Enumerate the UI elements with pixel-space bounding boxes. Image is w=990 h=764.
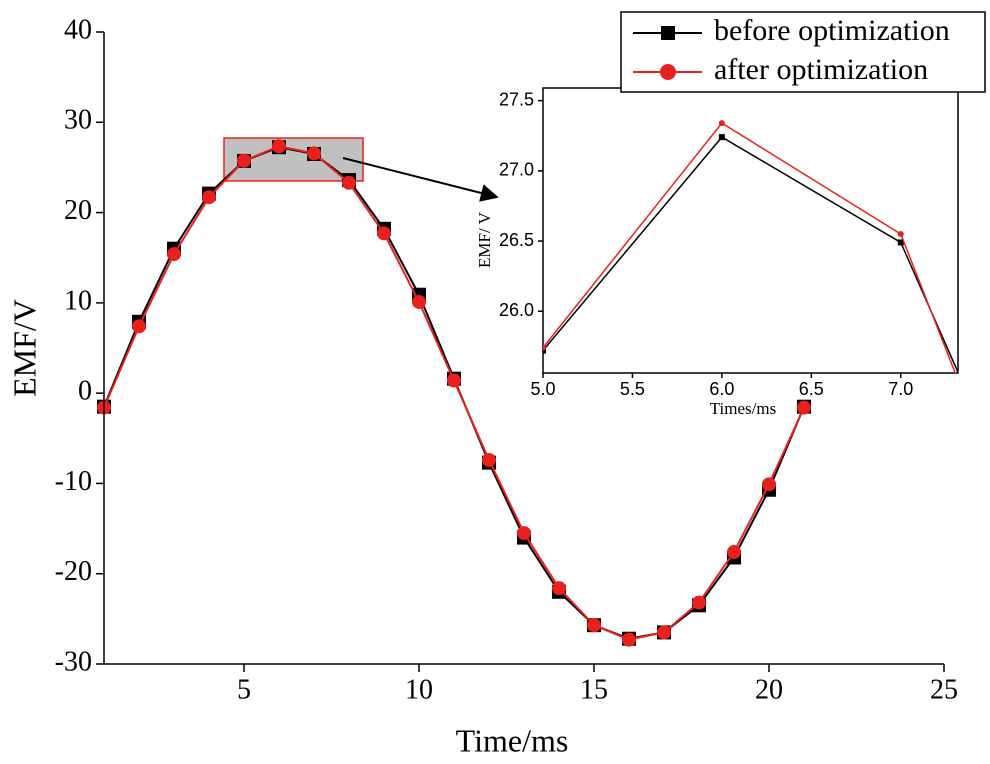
y-tick-label: 26.0 (499, 300, 534, 320)
legend-marker (660, 64, 676, 80)
marker (132, 319, 146, 334)
x-tick-label: 6.5 (799, 379, 824, 399)
marker (762, 477, 776, 492)
legend: before optimization after optimization (633, 14, 950, 86)
x-tick-label: 25 (930, 674, 958, 705)
marker (692, 595, 706, 610)
y-tick-label: -20 (55, 556, 92, 587)
marker (797, 400, 811, 415)
main-plot: 40 30 20 10 0 -10 -20 -30 5 10 15 20 25 Time/ms EMF/V (6, 14, 958, 758)
y-tick-label: -30 (55, 646, 92, 677)
marker (543, 347, 546, 354)
x-axis-label: Time/ms (456, 722, 569, 758)
marker (657, 625, 671, 640)
y-tick-label: 40 (64, 14, 92, 45)
y-tick-label: 10 (64, 285, 92, 316)
marker (587, 618, 601, 633)
x-axis-label: Times/ms (710, 399, 776, 418)
y-axis-label: EMF/ V (475, 211, 494, 268)
marker (543, 344, 546, 351)
y-tick-label: 27.5 (499, 89, 534, 109)
series-line (543, 136, 958, 373)
inset-plot: 26.0 26.5 27.0 27.5 5.0 5.5 6.0 6.5 7.0 Times/ms E… (475, 89, 958, 418)
marker (167, 247, 181, 262)
plot-area (543, 120, 958, 373)
marker (342, 175, 356, 190)
x-tick-label: 10 (405, 674, 433, 705)
marker (412, 294, 426, 309)
y-tick-label: 30 (64, 105, 92, 136)
inset-frame (542, 87, 959, 374)
y-tick-label: 26.5 (499, 230, 534, 250)
y-tick-label: -10 (55, 466, 92, 497)
marker (307, 146, 321, 161)
marker (202, 190, 216, 205)
y-tick-label: 27.0 (499, 160, 534, 180)
x-tick-label: 20 (755, 674, 783, 705)
marker (897, 239, 904, 246)
series-line (543, 122, 957, 373)
marker (718, 120, 725, 127)
marker (718, 134, 725, 141)
zoom-arrow (342, 157, 499, 202)
marker (897, 231, 904, 238)
x-tick-label: 7.0 (888, 379, 913, 399)
marker (552, 581, 566, 596)
marker (727, 545, 741, 560)
legend-box (620, 11, 986, 93)
x-tick-label: 5.0 (530, 379, 555, 399)
x-tick-label: 15 (580, 674, 608, 705)
y-tick-label: 0 (78, 376, 92, 407)
marker (237, 153, 251, 168)
marker (517, 526, 531, 541)
x-tick-label: 5.5 (620, 379, 645, 399)
y-axis-label: EMF/V (6, 299, 42, 397)
marker (447, 373, 461, 388)
marker (272, 139, 286, 154)
marker (377, 226, 391, 241)
marker (622, 632, 636, 647)
legend-label: after optimization (714, 53, 928, 86)
x-tick-label: 5 (237, 674, 251, 705)
legend-label: before optimization (714, 14, 950, 47)
marker (482, 452, 496, 467)
legend-marker (661, 26, 675, 40)
x-tick-label: 6.0 (709, 379, 734, 399)
y-tick-label: 20 (64, 195, 92, 226)
